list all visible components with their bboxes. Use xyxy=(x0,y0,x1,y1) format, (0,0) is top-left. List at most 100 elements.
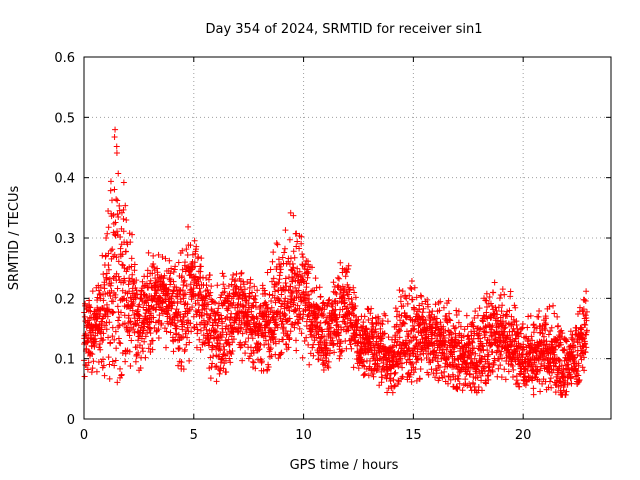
data-point xyxy=(222,357,229,364)
data-point xyxy=(294,319,301,326)
data-point xyxy=(334,274,341,281)
data-point xyxy=(477,325,484,332)
data-point xyxy=(518,325,525,332)
data-point xyxy=(563,338,570,345)
data-point xyxy=(299,354,306,361)
data-point xyxy=(146,326,153,333)
data-point xyxy=(401,320,408,327)
data-point xyxy=(285,304,292,311)
data-point xyxy=(491,357,498,364)
data-point xyxy=(361,313,368,320)
data-point xyxy=(240,281,247,288)
data-point xyxy=(239,357,246,364)
data-point xyxy=(113,196,120,203)
data-point xyxy=(489,322,496,329)
data-point xyxy=(560,347,567,354)
data-point xyxy=(257,302,264,309)
data-point xyxy=(394,338,401,345)
data-point xyxy=(413,359,420,366)
data-point xyxy=(210,298,217,305)
data-point xyxy=(105,224,112,231)
data-point xyxy=(90,358,97,365)
data-point xyxy=(478,387,485,394)
data-point xyxy=(195,254,202,261)
data-point xyxy=(184,317,191,324)
data-point xyxy=(122,248,129,255)
data-point xyxy=(129,271,136,278)
data-point xyxy=(117,245,124,252)
data-point xyxy=(507,336,514,343)
data-point xyxy=(93,368,100,375)
data-point xyxy=(340,292,347,299)
data-point xyxy=(296,268,303,275)
data-point xyxy=(496,295,503,302)
data-point xyxy=(309,318,316,325)
data-point xyxy=(118,309,125,316)
data-point xyxy=(108,280,115,287)
data-point xyxy=(338,348,345,355)
data-point xyxy=(229,348,236,355)
data-point xyxy=(128,263,135,270)
data-point xyxy=(220,365,227,372)
data-point xyxy=(103,276,110,283)
data-point xyxy=(307,303,314,310)
data-point xyxy=(293,347,300,354)
data-point xyxy=(151,324,158,331)
data-point xyxy=(153,327,160,334)
data-point xyxy=(178,273,185,280)
data-point xyxy=(302,288,309,295)
data-point xyxy=(150,252,157,259)
data-point xyxy=(395,363,402,370)
data-point xyxy=(370,335,377,342)
data-point xyxy=(432,365,439,372)
data-point xyxy=(107,187,114,194)
data-point xyxy=(113,254,120,261)
data-point xyxy=(100,336,107,343)
data-point xyxy=(212,329,219,336)
data-point xyxy=(216,341,223,348)
data-point xyxy=(327,347,334,354)
data-point xyxy=(468,338,475,345)
data-point xyxy=(176,345,183,352)
data-point xyxy=(115,214,122,221)
data-point xyxy=(223,331,230,338)
data-point xyxy=(509,373,516,380)
data-point xyxy=(415,343,422,350)
data-point xyxy=(392,369,399,376)
data-point xyxy=(379,374,386,381)
data-point xyxy=(389,344,396,351)
data-point xyxy=(249,302,256,309)
data-point xyxy=(227,359,234,366)
data-point xyxy=(420,305,427,312)
data-point xyxy=(113,143,120,150)
data-point xyxy=(124,324,131,331)
data-point xyxy=(459,387,466,394)
data-point xyxy=(325,364,332,371)
data-point xyxy=(381,330,388,337)
data-point xyxy=(267,345,274,352)
data-point xyxy=(583,331,590,338)
data-point xyxy=(483,380,490,387)
data-point xyxy=(167,270,174,277)
data-point xyxy=(213,328,220,335)
data-point xyxy=(202,293,209,300)
data-point xyxy=(336,355,343,362)
data-point xyxy=(86,315,93,322)
data-point xyxy=(561,372,568,379)
data-point xyxy=(378,336,385,343)
data-point xyxy=(265,341,272,348)
data-point xyxy=(365,306,372,313)
data-point xyxy=(254,315,261,322)
data-point xyxy=(191,324,198,331)
data-point xyxy=(170,348,177,355)
data-point xyxy=(216,370,223,377)
data-point xyxy=(411,284,418,291)
data-point xyxy=(113,150,120,157)
data-point xyxy=(505,368,512,375)
data-point xyxy=(496,337,503,344)
data-point xyxy=(280,336,287,343)
data-point xyxy=(147,310,154,317)
data-point xyxy=(161,325,168,332)
data-point xyxy=(385,334,392,341)
data-point xyxy=(238,269,245,276)
